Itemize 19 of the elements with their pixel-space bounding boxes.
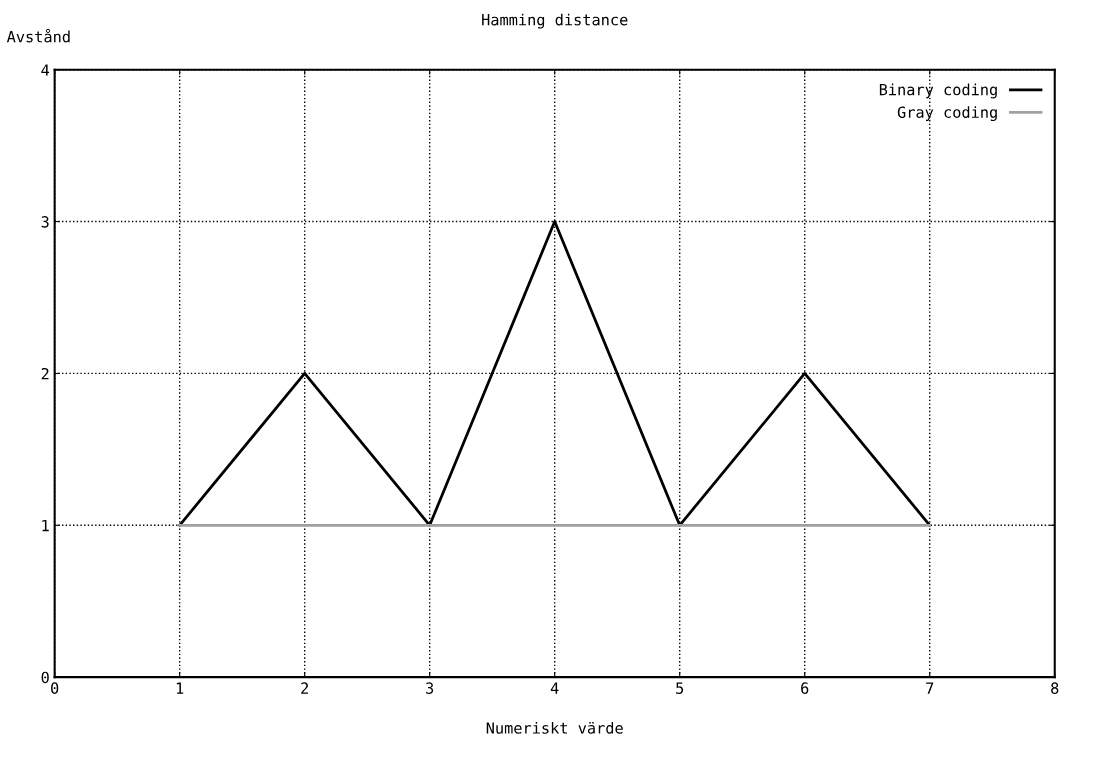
legend-label: Binary coding bbox=[879, 83, 997, 99]
x-tick-label: 5 bbox=[676, 682, 684, 694]
y-tick-label: 4 bbox=[41, 64, 50, 76]
x-tick-label: 7 bbox=[926, 682, 934, 694]
y-tick-label: 2 bbox=[41, 367, 49, 380]
chart-title: Hamming distance bbox=[482, 13, 628, 29]
x-tick-label: 2 bbox=[301, 682, 308, 694]
x-tick-label: 3 bbox=[426, 682, 434, 694]
legend-label: Gray coding bbox=[897, 106, 997, 122]
y-tick-label: 0 bbox=[41, 671, 49, 684]
x-tick-label: 1 bbox=[176, 682, 184, 694]
x-tick-label: 6 bbox=[801, 682, 809, 694]
y-axis-title: Avstånd bbox=[6, 28, 70, 43]
x-axis-title: Numeriskt värde bbox=[486, 721, 623, 734]
x-tick-label: 0 bbox=[51, 682, 59, 694]
y-tick-label: 1 bbox=[42, 519, 49, 532]
x-tick-label: 4 bbox=[550, 682, 559, 694]
y-tick-label: 3 bbox=[41, 216, 49, 228]
x-tick-label: 8 bbox=[1051, 682, 1059, 694]
